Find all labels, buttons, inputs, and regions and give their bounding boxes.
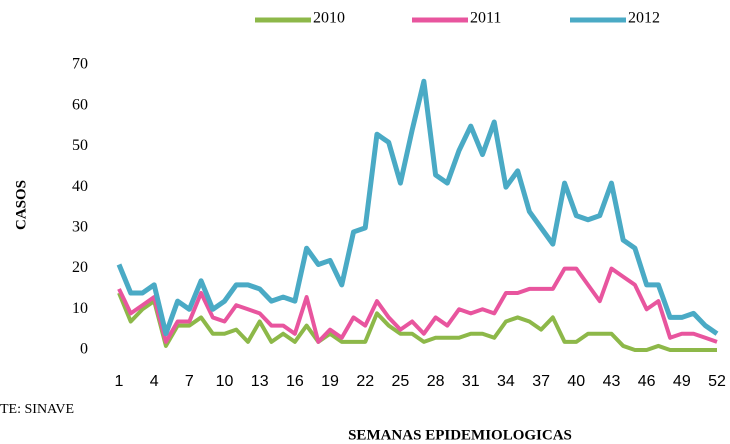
x-tick-label: 40 <box>567 373 585 390</box>
x-tick-label: 52 <box>708 373 726 390</box>
x-tick-label: 49 <box>673 373 691 390</box>
x-tick-label: 46 <box>638 373 656 390</box>
y-tick-label: 30 <box>72 219 88 236</box>
series-line <box>117 292 717 352</box>
y-tick-label: 10 <box>72 300 88 317</box>
x-tick-label: 4 <box>150 373 159 390</box>
source: TE: SINAVE <box>0 402 74 417</box>
legend-label: 2011 <box>470 10 501 27</box>
y-tick-label: 50 <box>72 137 88 154</box>
y-tick-label: 40 <box>72 178 88 195</box>
x-tick-label: 37 <box>532 373 550 390</box>
y-tick-label: 0 <box>80 341 88 358</box>
x-tick-label: 31 <box>462 373 480 390</box>
y-tick-label: 20 <box>72 259 88 276</box>
x-tick-label: 25 <box>392 373 410 390</box>
x-tick-label: 16 <box>286 373 304 390</box>
legend-label: 2012 <box>628 10 660 27</box>
x-tick-label: 10 <box>216 373 234 390</box>
x-tick-label: 1 <box>115 373 124 390</box>
y-tick-label: 60 <box>72 96 88 113</box>
x-tick-label: 13 <box>251 373 269 390</box>
x-tick-label: 7 <box>185 373 194 390</box>
legend-label: 2010 <box>313 10 345 27</box>
series-line <box>116 78 719 337</box>
y-tick-label: 70 <box>72 56 88 73</box>
x-tick-label: 34 <box>497 373 515 390</box>
series-line <box>117 266 718 344</box>
x-tick-label: 19 <box>321 373 339 390</box>
x-tick-label: 43 <box>603 373 621 390</box>
x-tick-label: 22 <box>356 373 374 390</box>
x-axis-label: SEMANAS EPIDEMIOLOGICAS <box>348 427 572 443</box>
x-tick-label: 28 <box>427 373 445 390</box>
y-axis-label: CASOS <box>13 180 29 230</box>
